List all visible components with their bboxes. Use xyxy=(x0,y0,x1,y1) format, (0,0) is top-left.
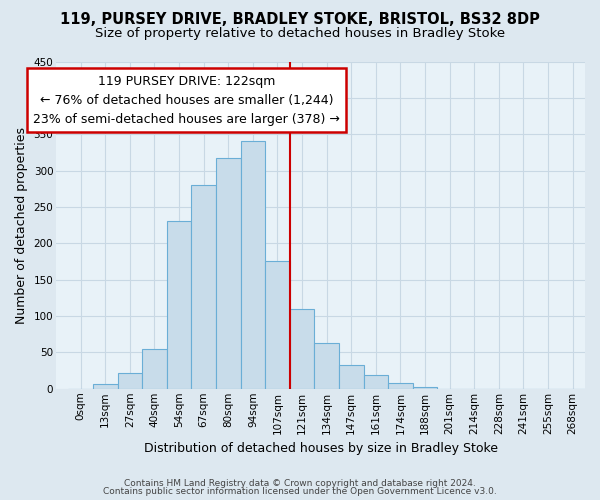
Bar xyxy=(216,158,241,389)
Bar xyxy=(364,375,388,389)
Text: Size of property relative to detached houses in Bradley Stoke: Size of property relative to detached ho… xyxy=(95,28,505,40)
Bar xyxy=(413,388,437,389)
Bar xyxy=(265,262,290,389)
Bar xyxy=(290,310,314,389)
Bar xyxy=(93,384,118,389)
Bar xyxy=(142,349,167,389)
Text: Contains HM Land Registry data © Crown copyright and database right 2024.: Contains HM Land Registry data © Crown c… xyxy=(124,478,476,488)
Bar xyxy=(118,373,142,389)
Bar xyxy=(241,142,265,389)
Bar xyxy=(339,365,364,389)
X-axis label: Distribution of detached houses by size in Bradley Stoke: Distribution of detached houses by size … xyxy=(143,442,497,455)
Bar xyxy=(167,222,191,389)
Text: 119 PURSEY DRIVE: 122sqm
← 76% of detached houses are smaller (1,244)
23% of sem: 119 PURSEY DRIVE: 122sqm ← 76% of detach… xyxy=(33,74,340,126)
Bar xyxy=(388,383,413,389)
Text: 119, PURSEY DRIVE, BRADLEY STOKE, BRISTOL, BS32 8DP: 119, PURSEY DRIVE, BRADLEY STOKE, BRISTO… xyxy=(60,12,540,28)
Text: Contains public sector information licensed under the Open Government Licence v3: Contains public sector information licen… xyxy=(103,487,497,496)
Bar xyxy=(314,343,339,389)
Bar xyxy=(191,185,216,389)
Y-axis label: Number of detached properties: Number of detached properties xyxy=(15,126,28,324)
